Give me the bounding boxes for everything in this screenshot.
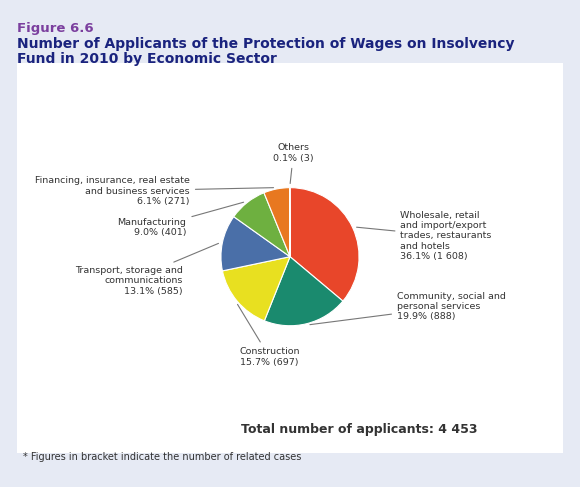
- Wedge shape: [222, 257, 290, 321]
- Wedge shape: [234, 193, 290, 257]
- Text: Wholesale, retail
and import/export
trades, restaurants
and hotels
36.1% (1 608): Wholesale, retail and import/export trad…: [357, 211, 492, 262]
- Text: * Figures in bracket indicate the number of related cases: * Figures in bracket indicate the number…: [23, 452, 302, 462]
- Text: Financing, insurance, real estate
and business services
6.1% (271): Financing, insurance, real estate and bu…: [35, 176, 274, 206]
- Text: Fund in 2010 by Economic Sector: Fund in 2010 by Economic Sector: [17, 52, 277, 66]
- Text: Total number of applicants: 4 453: Total number of applicants: 4 453: [241, 423, 478, 436]
- Text: Others
0.1% (3): Others 0.1% (3): [273, 143, 314, 184]
- Wedge shape: [221, 217, 290, 271]
- Text: Transport, storage and
communications
13.1% (585): Transport, storage and communications 13…: [75, 244, 219, 296]
- Wedge shape: [290, 187, 359, 301]
- Text: Construction
15.7% (697): Construction 15.7% (697): [238, 304, 299, 367]
- Text: Community, social and
personal services
19.9% (888): Community, social and personal services …: [310, 292, 506, 325]
- Wedge shape: [264, 257, 343, 326]
- Text: Figure 6.6: Figure 6.6: [17, 22, 94, 35]
- Text: Number of Applicants of the Protection of Wages on Insolvency: Number of Applicants of the Protection o…: [17, 37, 515, 51]
- Wedge shape: [264, 187, 290, 257]
- Text: Manufacturing
9.0% (401): Manufacturing 9.0% (401): [118, 202, 244, 237]
